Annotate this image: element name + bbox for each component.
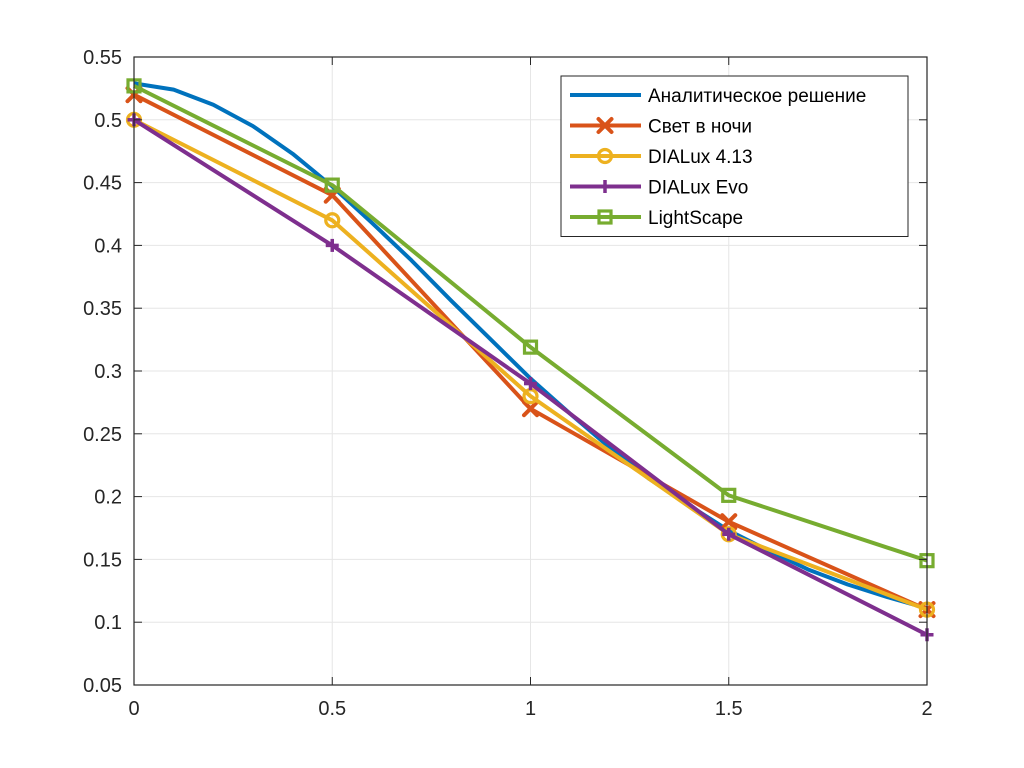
legend-marker xyxy=(596,117,614,134)
series-line xyxy=(133,118,928,612)
y-tick-label: 0.1 xyxy=(94,612,122,634)
data-point-marker xyxy=(325,238,339,252)
legend-label: Свет в ночи xyxy=(648,117,752,138)
y-tick-label: 0.25 xyxy=(83,424,122,446)
legend-item: Аналитическое решение xyxy=(570,86,866,107)
tick-marks xyxy=(133,56,928,686)
marker-stroke xyxy=(596,117,614,134)
legend-item: LightScape xyxy=(570,208,743,229)
marker-stroke xyxy=(720,513,738,531)
series-layer xyxy=(125,78,936,642)
legend-marker xyxy=(597,209,613,225)
legend-label: DIALux 4.13 xyxy=(648,147,753,168)
legend-item: DIALux 4.13 xyxy=(570,147,753,168)
y-tick-label: 0.15 xyxy=(83,549,122,571)
legend-label: Аналитическое решение xyxy=(648,86,866,107)
legend-item: Свет в ночи xyxy=(570,117,752,138)
legend-label: LightScape xyxy=(648,208,743,229)
marker-stroke xyxy=(522,400,539,418)
data-point-marker xyxy=(720,513,738,531)
legend-marker xyxy=(596,147,614,165)
data-point-marker xyxy=(522,400,539,418)
data-point-marker xyxy=(721,487,737,503)
y-tick-label: 0.45 xyxy=(83,173,122,195)
y-tick-label: 0.35 xyxy=(83,298,122,320)
data-point-marker xyxy=(522,339,539,355)
x-tick-label: 0 xyxy=(128,698,139,720)
legend: Аналитическое решение Свет в ночи DIALux 4… xyxy=(560,75,909,237)
tick-labels: 0.05 0.1 0.15 0.2 0.25 0.3 0.35 0.4 0.45 0.5 0.55 0… xyxy=(83,47,933,720)
x-tick-label: 1 xyxy=(525,698,536,720)
legend-marker xyxy=(598,180,612,193)
data-point-marker xyxy=(324,177,340,193)
y-tick-label: 0.55 xyxy=(83,47,122,69)
data-point-marker xyxy=(324,212,341,229)
data-point-marker xyxy=(722,527,736,541)
series-line xyxy=(133,84,928,563)
data-point-marker xyxy=(524,377,537,391)
y-tick-label: 0.3 xyxy=(94,361,122,383)
y-tick-label: 0.2 xyxy=(94,487,122,509)
legend-item: DIALux Evo xyxy=(570,178,748,199)
series-4 xyxy=(127,113,934,642)
x-tick-label: 1.5 xyxy=(715,698,743,720)
x-tick-label: 0.5 xyxy=(318,698,346,720)
legend-label: DIALux Evo xyxy=(648,178,748,199)
y-tick-label: 0.5 xyxy=(94,110,122,132)
y-tick-label: 0.4 xyxy=(94,235,122,257)
x-tick-label: 2 xyxy=(921,698,932,720)
y-tick-label: 0.05 xyxy=(83,675,122,697)
